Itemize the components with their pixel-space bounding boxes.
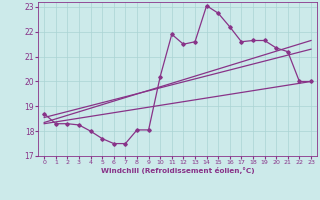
X-axis label: Windchill (Refroidissement éolien,°C): Windchill (Refroidissement éolien,°C): [101, 167, 254, 174]
